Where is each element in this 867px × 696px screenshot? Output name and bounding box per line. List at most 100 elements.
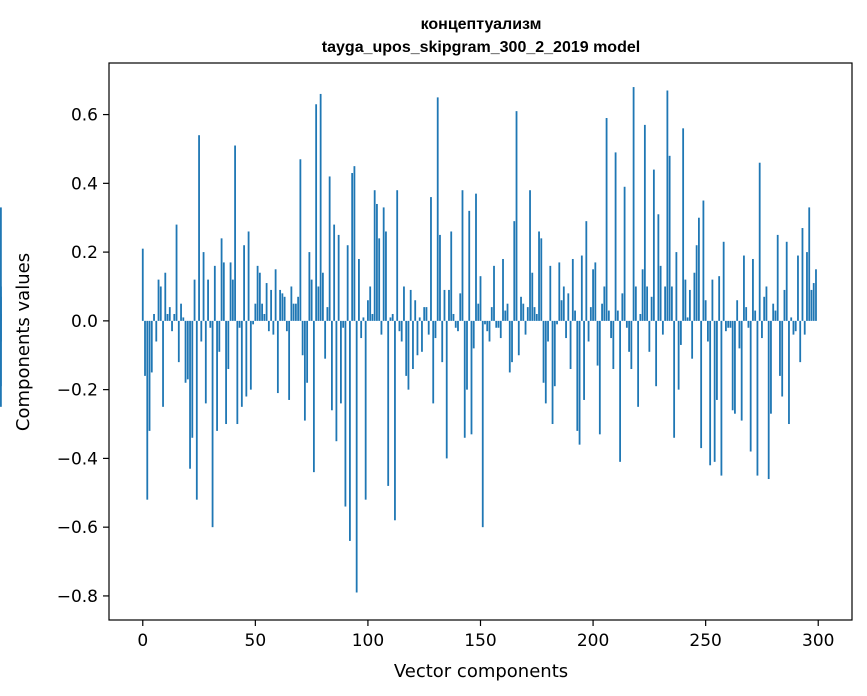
bar xyxy=(421,320,423,352)
bar xyxy=(211,320,214,528)
bar xyxy=(524,320,527,335)
bar xyxy=(797,255,799,321)
bar xyxy=(425,307,428,321)
bar xyxy=(745,307,748,321)
bar xyxy=(668,155,671,321)
bar xyxy=(294,303,297,321)
bar xyxy=(303,320,306,421)
bar xyxy=(335,320,338,442)
bar xyxy=(213,265,216,321)
bar xyxy=(373,190,376,321)
bar xyxy=(610,320,612,339)
bar xyxy=(333,224,336,321)
y-axis: −0.8 −0.6 −0.4 −0.2 0.0 0.2 0.4 0.6 xyxy=(57,106,109,607)
bar xyxy=(709,320,712,466)
bar xyxy=(587,320,590,342)
bar xyxy=(209,320,212,328)
bar xyxy=(558,262,561,321)
bar xyxy=(722,241,725,321)
bar xyxy=(643,124,646,321)
bar xyxy=(619,320,621,462)
bar xyxy=(716,320,718,400)
bar xyxy=(297,296,300,321)
bar xyxy=(270,289,273,321)
bar xyxy=(441,320,444,363)
bar xyxy=(562,286,565,321)
bar xyxy=(207,279,209,321)
bar xyxy=(763,296,766,321)
bar xyxy=(189,320,191,469)
chart-subtitle: tayga_upos_skipgram_300_2_2019 model xyxy=(322,39,640,56)
bar xyxy=(630,320,633,370)
bar xyxy=(454,320,457,328)
bar xyxy=(340,320,342,404)
bar xyxy=(403,286,405,321)
bar xyxy=(380,320,383,335)
bar xyxy=(274,269,277,321)
bar xyxy=(725,320,727,332)
bar xyxy=(803,320,806,335)
bar xyxy=(468,210,471,321)
bar xyxy=(700,320,703,449)
bar xyxy=(754,310,757,321)
bar xyxy=(299,159,302,321)
bar xyxy=(445,320,448,459)
bar xyxy=(180,303,182,321)
bar xyxy=(569,320,572,370)
bar xyxy=(520,296,522,321)
bar xyxy=(776,234,779,321)
bar xyxy=(342,320,345,328)
bar xyxy=(430,197,432,321)
y-tick-label: 0.4 xyxy=(71,174,98,194)
chart-title: концептуализм xyxy=(421,16,542,33)
bar xyxy=(198,135,200,321)
bar xyxy=(502,258,504,321)
bar xyxy=(258,272,261,321)
bar xyxy=(661,320,664,335)
bar xyxy=(652,169,655,321)
bar xyxy=(443,289,446,321)
bars-group xyxy=(0,87,817,593)
bar xyxy=(677,320,680,390)
bar xyxy=(385,231,387,321)
bar xyxy=(628,320,630,352)
bar xyxy=(315,104,318,321)
bar xyxy=(321,272,324,321)
bar xyxy=(614,152,617,321)
x-tick-label: 0 xyxy=(137,631,148,651)
bar xyxy=(317,286,320,321)
bar xyxy=(490,307,493,321)
bar xyxy=(367,300,369,321)
bar xyxy=(405,320,408,376)
bar xyxy=(466,320,468,390)
bar xyxy=(412,320,414,370)
bar xyxy=(592,269,594,321)
bar xyxy=(470,320,473,435)
bar xyxy=(312,320,315,473)
bar xyxy=(234,145,236,321)
bar xyxy=(812,283,815,321)
bar xyxy=(727,320,730,328)
bar xyxy=(493,265,495,321)
bar xyxy=(288,320,291,400)
bar xyxy=(718,276,721,321)
bar xyxy=(238,320,241,328)
bar xyxy=(531,272,534,321)
bar xyxy=(580,255,583,321)
bar xyxy=(806,252,808,321)
bar xyxy=(290,286,293,321)
bar xyxy=(220,238,223,321)
bar xyxy=(790,317,793,321)
bar xyxy=(252,320,254,325)
bar xyxy=(452,313,455,321)
y-tick-label: −0.4 xyxy=(57,449,98,469)
bar xyxy=(526,307,529,321)
bar xyxy=(535,313,538,321)
bar xyxy=(396,190,399,321)
bar xyxy=(159,286,162,321)
bar xyxy=(319,93,322,321)
bar xyxy=(691,320,694,359)
bar xyxy=(326,307,329,321)
bar xyxy=(749,320,752,452)
